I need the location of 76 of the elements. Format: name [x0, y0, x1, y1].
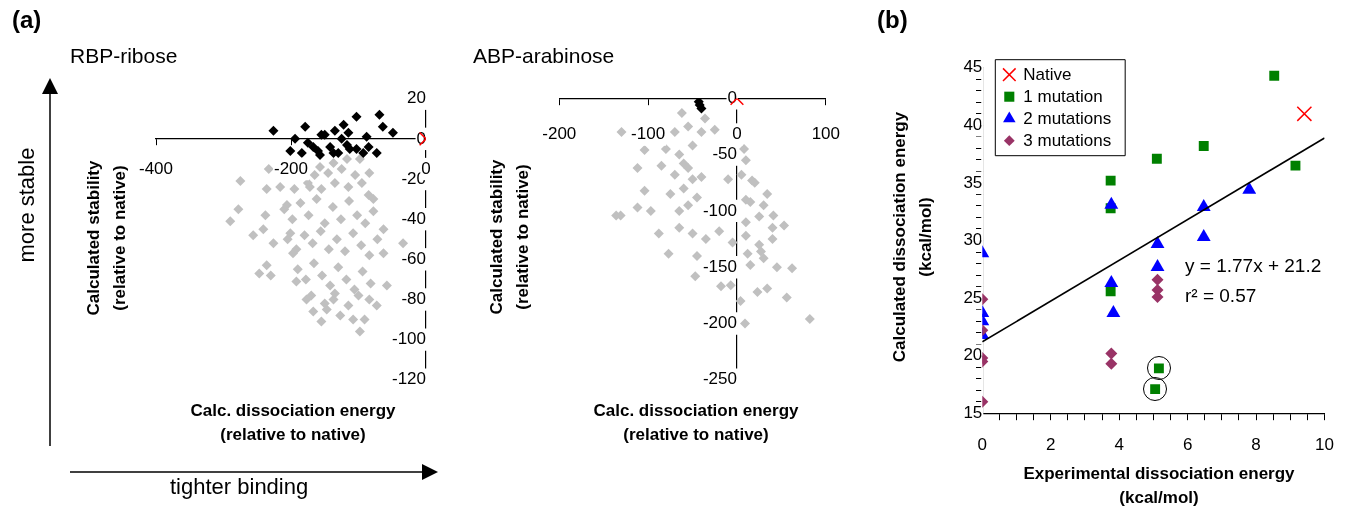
legend-label: 1 mutation: [1023, 87, 1103, 107]
y-tick-label: 35: [963, 172, 983, 192]
point: [268, 125, 279, 136]
y-tick-label: -40: [401, 208, 426, 228]
text: (a): [12, 6, 42, 34]
x-tick-label: -100: [631, 124, 666, 144]
point: [1150, 259, 1165, 271]
x-tick-label: 6: [1182, 435, 1193, 455]
y-tick-label: -80: [401, 289, 426, 309]
y-tick-label: 40: [963, 114, 983, 134]
point: [296, 147, 307, 158]
point: [1104, 196, 1119, 209]
legend-label: 2 mutations: [1023, 109, 1112, 129]
y-axis-title: Calculated stability (relative to native): [83, 160, 130, 316]
y-tick-label: -100: [391, 329, 426, 349]
x-tick-label: 2: [1046, 435, 1056, 455]
point: [336, 133, 347, 144]
legend-label: Native: [1023, 65, 1072, 85]
point: [329, 125, 340, 136]
chart-title: RBP-ribose: [70, 44, 178, 68]
y-axis-title: Calculated dissociation energy (kcal/mol): [889, 111, 936, 363]
x-tick-label: -400: [138, 158, 174, 178]
annotation: r² = 0.57: [1185, 285, 1257, 307]
y-tick-label: 15: [963, 402, 983, 422]
chart-title: ABP-arabinose: [473, 44, 615, 68]
point: [343, 127, 354, 138]
point: [1150, 235, 1165, 248]
y-tick-label: -150: [702, 256, 737, 276]
y-tick-label: -60: [401, 249, 426, 269]
y-tick-label: -200: [702, 313, 737, 333]
y-tick-label: 20: [407, 88, 426, 108]
x-axis-title: Calc. dissociation energy (relative to native): [190, 400, 396, 446]
y-tick-label: 20: [963, 345, 983, 365]
x-tick-label: 10: [1315, 435, 1335, 455]
x-tick-label: 100: [811, 124, 841, 144]
point: [351, 111, 362, 122]
point: [285, 145, 296, 156]
point: [325, 141, 336, 152]
y-tick-label: 45: [963, 57, 983, 77]
y-tick-label: -250: [702, 369, 737, 389]
y-tick-label: -50: [712, 144, 737, 164]
point: [1104, 275, 1119, 288]
x-tick-label: -200: [542, 124, 577, 144]
point: [1151, 153, 1162, 164]
point: [338, 119, 349, 130]
text: tighter binding: [170, 474, 309, 500]
y-tick-label: 25: [963, 287, 983, 307]
point: [363, 141, 374, 152]
point: [358, 147, 369, 158]
point: [1242, 181, 1257, 194]
point: [374, 109, 385, 120]
point: [387, 127, 398, 138]
point: [371, 147, 382, 158]
point: [1196, 229, 1211, 242]
point: [1105, 175, 1116, 186]
text: more stable: [14, 147, 40, 263]
x-axis-title: Experimental dissociation energy (kcal/mol): [1023, 463, 1295, 509]
y-axis-title: Calculated stability (relative to native): [486, 159, 533, 315]
legend-label: 3 mutations: [1023, 131, 1112, 151]
point: [1198, 141, 1209, 151]
point: [1105, 286, 1116, 297]
annotation: y = 1.77x + 21.2: [1185, 255, 1322, 277]
x-axis-title: Calc. dissociation energy (relative to native): [593, 400, 799, 446]
x-tick-label: -200: [273, 158, 309, 178]
y-tick-label: -100: [702, 200, 737, 220]
y-tick-label: -120: [391, 369, 426, 389]
point: [1106, 305, 1121, 318]
point: [361, 131, 372, 142]
text: (b): [877, 6, 908, 34]
point: [300, 121, 311, 132]
x-tick-label: 4: [1114, 435, 1124, 455]
x-tick-label: 8: [1251, 435, 1261, 455]
point: [302, 137, 313, 148]
point: [290, 133, 301, 144]
y-tick-label: 30: [963, 230, 983, 250]
point: [377, 121, 388, 132]
